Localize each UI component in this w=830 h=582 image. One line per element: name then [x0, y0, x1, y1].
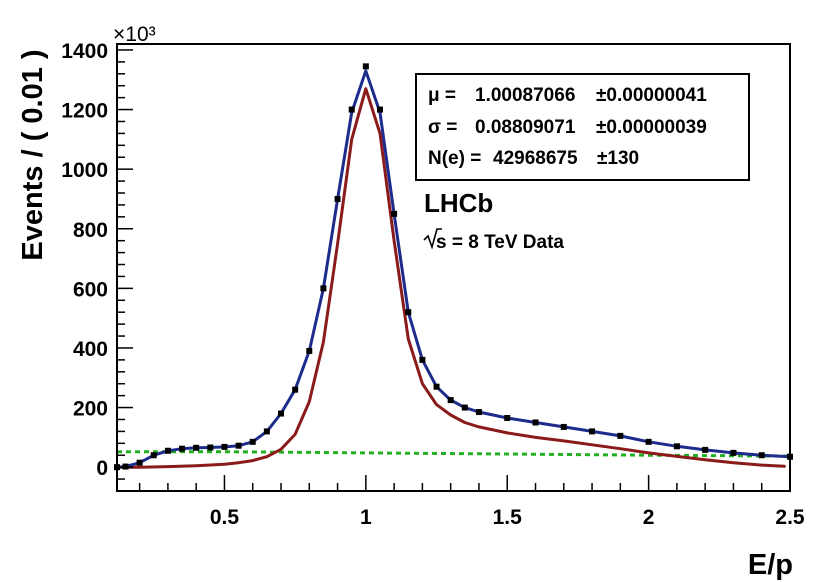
x-tick-label: 2	[643, 506, 655, 529]
y-tick-label: 200	[73, 398, 108, 421]
data-point	[475, 409, 482, 416]
y-tick-label: 400	[73, 338, 108, 361]
x-tick-label: 2.5	[775, 506, 805, 529]
data-point	[461, 404, 468, 411]
x-tick-label: 0.5	[210, 506, 240, 529]
data-point	[617, 432, 624, 439]
data-point	[334, 195, 341, 202]
stats-n-label: N(e) =	[428, 148, 481, 169]
data-point	[306, 347, 313, 354]
data-point	[136, 459, 143, 466]
data-point	[235, 442, 242, 449]
data-point	[758, 452, 765, 459]
background-line	[117, 450, 791, 458]
stats-box: μ = 1.00087066 ±0.00000041 σ = 0.0880907…	[415, 73, 750, 181]
tick-labels: 0.5 1 1.5 2 2.5 0 200 400 600 800 1000 1200 1400	[61, 40, 805, 529]
stats-sigma-label: σ =	[428, 117, 457, 138]
experiment-label: LHCb	[424, 188, 493, 218]
data-point	[419, 356, 426, 363]
plot-marks	[114, 63, 793, 471]
data-point	[702, 446, 709, 453]
data-point	[532, 419, 539, 426]
y-tick-label: 0	[96, 457, 108, 480]
data-point	[150, 452, 157, 459]
data-point	[164, 447, 171, 454]
stats-mu-value: 1.00087066	[475, 85, 575, 106]
y-tick-label: 800	[73, 219, 108, 242]
y-axis-title: Events / ( 0.01 )	[17, 49, 49, 260]
data-points	[114, 63, 793, 471]
data-point	[292, 386, 299, 393]
data-point	[645, 438, 652, 445]
stats-mu-error: ±0.00000041	[596, 85, 707, 106]
data-point	[263, 428, 270, 435]
plot-frame	[116, 43, 791, 492]
data-point	[221, 443, 228, 450]
data-point	[320, 285, 327, 292]
data-point	[362, 63, 369, 70]
data-point	[560, 423, 567, 430]
y-tick-label: 1200	[61, 100, 108, 123]
x-axis-title: E/p	[748, 549, 793, 581]
data-point	[391, 210, 398, 217]
stats-n-value: 42968675	[493, 148, 578, 169]
y-tick-label: 1400	[61, 40, 108, 63]
x-tick-label: 1.5	[493, 506, 523, 529]
data-point	[249, 438, 256, 445]
energy-label: s = 8 TeV Data	[436, 232, 564, 253]
data-point	[193, 444, 200, 451]
y-tick-label: 1000	[61, 159, 108, 182]
sqrt-symbol	[423, 228, 442, 250]
data-point	[405, 309, 412, 316]
y-multiplier: ×10³	[113, 23, 156, 46]
data-point	[673, 443, 680, 450]
data-point	[730, 449, 737, 456]
data-point	[348, 106, 355, 113]
x-tick-label: 1	[360, 506, 372, 529]
stats-sigma-error: ±0.00000039	[596, 117, 707, 138]
signal-line	[115, 87, 786, 469]
data-point	[179, 445, 186, 452]
y-tick-label: 600	[73, 278, 108, 301]
axis-ticks	[117, 49, 791, 491]
data-point	[504, 414, 511, 421]
data-point	[589, 428, 596, 435]
data-point	[207, 444, 214, 451]
stats-sigma-value: 0.08809071	[475, 117, 576, 138]
stats-mu-label: μ =	[428, 85, 456, 106]
stats-n-error: ±130	[597, 148, 639, 169]
data-point	[278, 410, 285, 417]
data-point	[433, 383, 440, 390]
data-point	[376, 106, 383, 113]
data-point	[447, 397, 454, 404]
